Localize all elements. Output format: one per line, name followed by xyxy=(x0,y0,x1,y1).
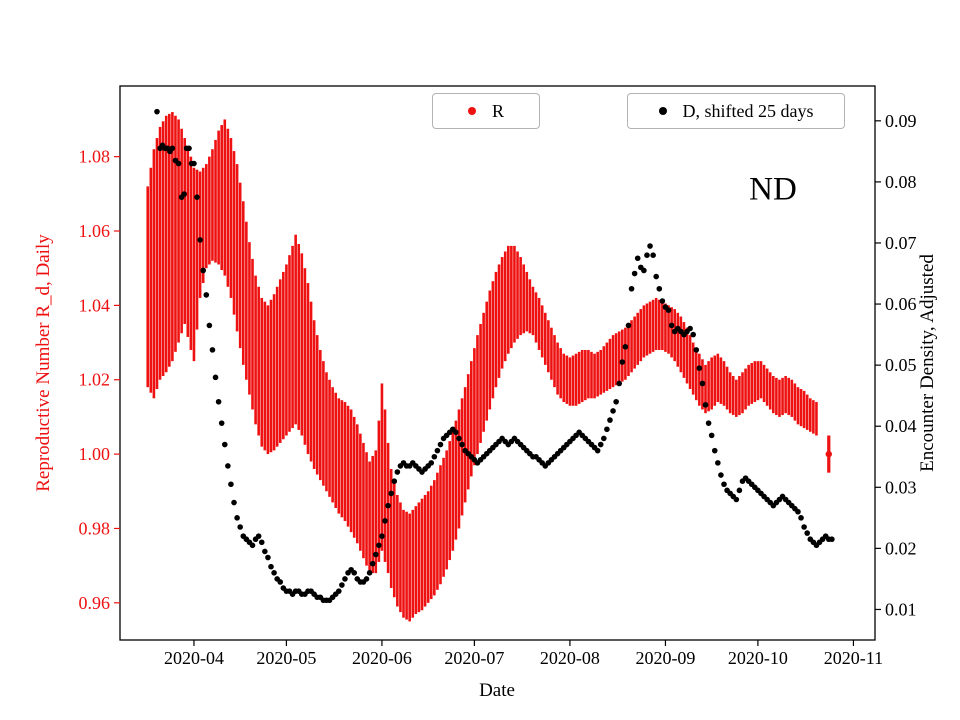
x-tick-label: 2020-05 xyxy=(256,648,316,668)
y-right-tick-label: 0.09 xyxy=(885,111,917,131)
y-right-tick-label: 0.01 xyxy=(885,599,917,619)
x-tick-label: 2020-09 xyxy=(635,648,695,668)
y-right-tick-label: 0.06 xyxy=(885,294,917,314)
y-left-tick-label: 1.04 xyxy=(79,295,111,315)
x-tick-label: 2020-11 xyxy=(824,648,883,668)
state-annotation: ND xyxy=(749,171,797,208)
y-right-tick-label: 0.03 xyxy=(885,477,917,497)
legend-box-d: D, shifted 25 days xyxy=(627,93,845,129)
legend-r-label: R xyxy=(491,100,504,121)
y-right-tick-label: 0.08 xyxy=(885,172,917,192)
y-left-tick-label: 1.06 xyxy=(79,221,111,241)
r-final-point xyxy=(825,435,832,473)
y-right-tick-label: 0.04 xyxy=(885,416,917,436)
y-right-tick-label: 0.02 xyxy=(885,538,917,558)
right-axis-title: Encounter Density, Adjusted xyxy=(917,254,938,472)
y-left-tick-label: 0.98 xyxy=(79,518,111,538)
x-axis-title: Date xyxy=(479,680,515,701)
x-tick-label: 2020-08 xyxy=(540,648,600,668)
axes-spines xyxy=(119,85,876,641)
y-right-tick-label: 0.05 xyxy=(885,355,917,375)
y-left-tick-label: 1.08 xyxy=(79,147,111,167)
r-errorbar-band xyxy=(146,112,818,622)
r-series-marker-icon xyxy=(467,107,476,115)
x-tick-label: 2020-04 xyxy=(164,648,224,668)
y-right-tick-label: 0.07 xyxy=(885,233,917,253)
legend-d-label: D, shifted 25 days xyxy=(682,100,814,121)
y-left-tick-label: 1.00 xyxy=(79,444,111,464)
y-left-tick-label: 0.96 xyxy=(79,593,111,613)
x-tick-label: 2020-06 xyxy=(352,648,412,668)
x-tick-label: 2020-10 xyxy=(728,648,788,668)
y-left-tick-label: 1.02 xyxy=(79,370,111,390)
d-series-marker-icon xyxy=(658,107,667,115)
left-axis-title: Reproductive Number R_d, Daily xyxy=(33,234,54,492)
x-tick-label: 2020-07 xyxy=(444,648,504,668)
legend-box-r: R xyxy=(432,93,540,129)
density-dots xyxy=(154,108,835,604)
